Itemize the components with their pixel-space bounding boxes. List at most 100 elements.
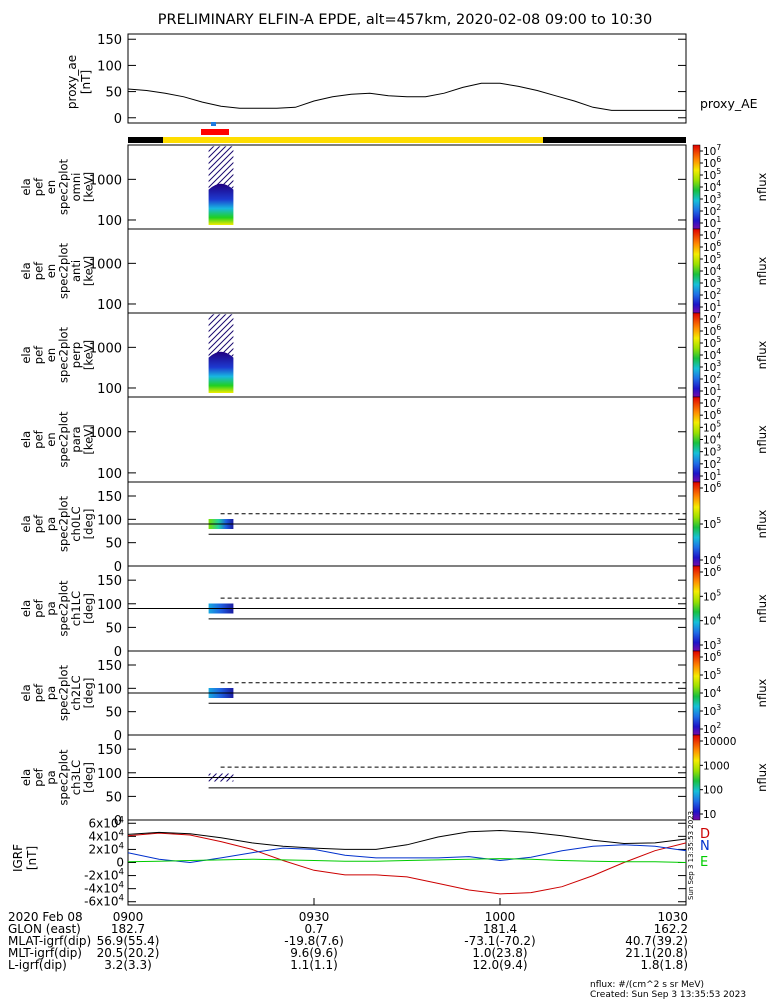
proxy-ae-tick-label: 100 [97, 59, 122, 74]
time-axis-cell: 0930 [299, 910, 330, 924]
colorbar [692, 650, 701, 736]
colorbar-tick-label: 106 [703, 407, 721, 422]
colorbar-tick-label: 107 [703, 311, 721, 326]
colorbar-tick-label: 106 [703, 649, 721, 664]
colorbar-tick-label: 103 [703, 703, 721, 718]
colorbar-tick-label: 107 [703, 143, 721, 158]
colorbar-tick-label: 101 [703, 468, 721, 483]
science-zone-bar [201, 129, 229, 135]
colorbar-tick-label: 104 [703, 685, 721, 700]
colorbar-tick-label: 106 [703, 323, 721, 338]
y-axis-label: anti [69, 260, 83, 282]
y-tick-label: 100 [97, 382, 122, 397]
time-axis-cell: 182.7 [111, 922, 145, 936]
y-tick-label: 100 [97, 467, 122, 482]
y-axis-label: spec2plot [57, 326, 71, 383]
colorbar-tick-label: 104 [703, 432, 721, 447]
time-axis-cell: 1.8(1.8) [640, 958, 688, 972]
colorbar-label: nflux [755, 425, 769, 454]
igrf-tick-label: -4x104 [84, 881, 124, 896]
y-axis-label: perp [69, 342, 83, 368]
igrf-legend-D: D [700, 827, 710, 842]
colorbar [692, 396, 701, 483]
footer-created: Created: Sun Sep 3 13:35:53 2023 [590, 990, 746, 1000]
proxy-ae-ylabel-2: [nT] [79, 70, 93, 94]
spectrogram-panels: 1001000elapefenspec2plotomni[keV]1071061… [19, 143, 769, 829]
igrf-legend-N: N [700, 839, 710, 854]
y-axis-label: pa [44, 517, 58, 531]
colorbar-tick-label: 105 [703, 335, 721, 350]
y-axis-label: pa [44, 601, 58, 615]
y-tick-label: 100 [97, 513, 122, 528]
panel-frame [127, 228, 687, 314]
y-axis-label: ch2LC [69, 675, 83, 710]
igrf-line-d [127, 832, 687, 895]
igrf-ylabel-1: IGRF [11, 844, 25, 872]
y-tick-label: 100 [97, 298, 122, 313]
y-axis-label: [deg] [82, 678, 96, 709]
y-axis-label: spec2plot [57, 242, 71, 299]
y-axis-label: spec2plot [57, 664, 71, 721]
y-axis-label: pef [32, 261, 46, 280]
colorbar-label: nflux [755, 509, 769, 538]
colorbar-tick-label: 104 [703, 179, 721, 194]
y-axis-label: en [44, 180, 58, 194]
y-axis-label: en [44, 348, 58, 362]
proxy-ae-tick-label: 150 [97, 33, 122, 48]
y-tick-label: 1000 [89, 173, 122, 188]
proxy-ae-tick-label: 50 [105, 86, 122, 101]
time-axis-cell: 56.9(55.4) [97, 934, 160, 948]
time-axis-cell: 162.2 [654, 922, 688, 936]
igrf-tick-label: 4x104 [88, 828, 124, 843]
y-axis-label: pef [32, 514, 46, 533]
y-tick-label: 100 [97, 767, 122, 782]
y-axis-label: ela [19, 431, 33, 448]
y-axis-label: spec2plot [57, 158, 71, 215]
y-axis-label: ela [19, 515, 33, 532]
colorbar-tick-label: 101 [703, 299, 721, 314]
y-axis-label: spec2plot [57, 749, 71, 806]
time-axis-cell: 1030 [657, 910, 688, 924]
y-tick-label: 100 [97, 682, 122, 697]
colorbar-tick-label: 106 [703, 480, 721, 495]
y-tick-label: 0 [114, 729, 122, 744]
colorbar-tick-label: 101 [703, 383, 721, 398]
time-axis-row-label: GLON (east) [8, 922, 81, 936]
panel-omni: 1001000elapefenspec2plotomni[keV]1071061… [19, 143, 769, 230]
y-axis-label: [keV] [82, 256, 96, 286]
colorbar-tick-label: 105 [703, 667, 721, 682]
figure-title: PRELIMINARY ELFIN-A EPDE, alt=457km, 202… [158, 12, 653, 28]
time-axis-row-label: MLT-igrf(dip) [8, 946, 82, 960]
y-axis-label: spec2plot [57, 411, 71, 468]
science-zone-marker [211, 122, 216, 126]
colorbar-tick-label: 10000 [703, 736, 736, 748]
y-axis-label: ela [19, 178, 33, 195]
y-tick-label: 100 [97, 598, 122, 613]
colorbar-tick-label: 1000 [703, 760, 730, 772]
y-axis-label: pa [44, 686, 58, 700]
y-tick-label: 50 [105, 537, 122, 552]
y-tick-label: 150 [97, 659, 122, 674]
colorbar-tick-label: 105 [703, 167, 721, 182]
time-axis-cell: 0.7 [304, 922, 323, 936]
colorbar-tick-label: 10 [703, 809, 716, 821]
y-tick-label: 1000 [89, 426, 122, 441]
colorbar [692, 481, 701, 567]
y-axis-label: pef [32, 345, 46, 364]
y-tick-label: 50 [105, 706, 122, 721]
colorbar-label: nflux [755, 763, 769, 792]
footer-units: nflux: #/(cm^2 s sr MeV) [590, 980, 704, 990]
panel-anti: 1001000elapefenspec2plotanti[keV]1071061… [19, 227, 769, 314]
colorbar-tick-label: 103 [703, 191, 721, 206]
y-axis-label: ela [19, 769, 33, 786]
y-axis-label: [deg] [82, 509, 96, 540]
y-axis-label: ch1LC [69, 591, 83, 626]
y-axis-label: omni [69, 173, 83, 202]
colorbar-label: nflux [755, 172, 769, 201]
